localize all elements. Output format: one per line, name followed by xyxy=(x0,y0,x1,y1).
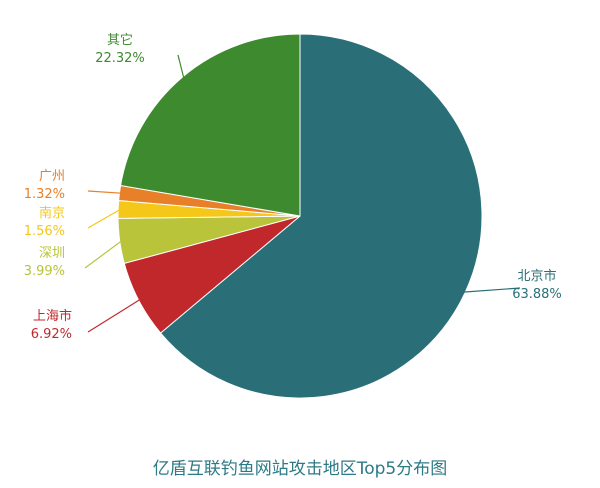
leader-line-shanghai xyxy=(87,298,141,333)
slice-percent-guangzhou: 1.32% xyxy=(24,187,65,202)
slice-label-shenzhen: 深圳 xyxy=(39,246,65,261)
slice-label-guangzhou: 广州 xyxy=(39,169,65,184)
slice-percent-shanghai: 6.92% xyxy=(31,327,72,342)
slice-labels: 北京市 63.88% 上海市 6.92% 深圳 3.99% 南京 1.56% 广州 1.32% 其它… xyxy=(24,32,562,342)
pie-slice-other xyxy=(119,33,301,217)
leader-line-guangzhou xyxy=(87,190,122,194)
pie-slices xyxy=(117,33,483,399)
slice-label-nanjing: 南京 xyxy=(39,205,65,221)
slice-percent-other: 22.32% xyxy=(95,51,145,66)
leader-line-beijing xyxy=(463,287,521,293)
leader-line-other xyxy=(177,54,185,79)
slice-label-beijing: 北京市 xyxy=(517,268,556,284)
slice-percent-nanjing: 1.56% xyxy=(24,224,65,239)
leader-line-nanjing xyxy=(87,208,121,229)
leader-line-shenzhen xyxy=(84,240,123,269)
leader-lines xyxy=(84,54,521,333)
chart-title: 亿盾互联钓鱼网站攻击地区Top5分布图 xyxy=(153,459,448,479)
slice-percent-shenzhen: 3.99% xyxy=(24,264,65,279)
slice-percent-beijing: 63.88% xyxy=(512,287,562,302)
pie-slice-beijing xyxy=(159,33,483,399)
slice-label-other: 其它 xyxy=(107,32,133,48)
slice-label-shanghai: 上海市 xyxy=(33,308,72,324)
